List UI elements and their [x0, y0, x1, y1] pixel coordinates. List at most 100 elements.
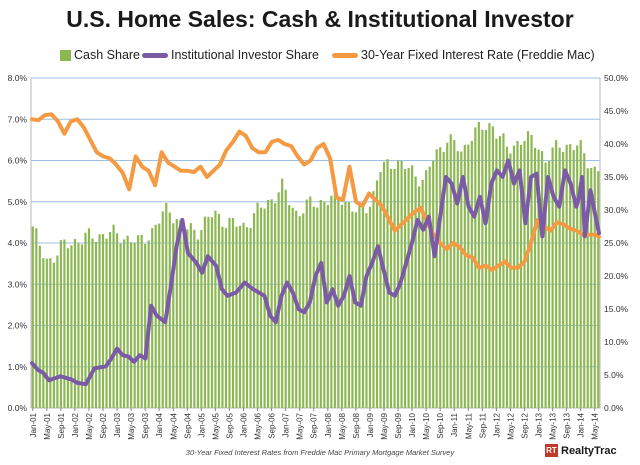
cash-bar: [533, 147, 537, 408]
cash-bar: [484, 130, 487, 409]
x-tick-label: Sep-09: [394, 412, 403, 438]
x-tick-label: Sep-03: [141, 412, 150, 438]
right-tick-label: 45.0%: [604, 106, 629, 116]
cash-bar: [481, 129, 484, 409]
right-tick-label: 40.0%: [604, 139, 629, 149]
cash-bar: [228, 217, 231, 408]
cash-bar: [193, 229, 196, 408]
cash-swatch: [60, 49, 71, 61]
x-tick-label: Jan-12: [492, 412, 501, 437]
cash-bar: [245, 227, 249, 408]
cash-bar: [316, 207, 319, 408]
cash-bar: [498, 136, 502, 409]
cash-bar: [87, 228, 91, 408]
cash-bar: [463, 144, 466, 409]
cash-bar: [558, 147, 561, 409]
cash-bar: [354, 212, 358, 408]
cash-bar: [295, 210, 298, 408]
interest-rate-line: [30, 112, 601, 272]
cash-bar: [49, 258, 52, 408]
legend-item-rate: 30-Year Fixed Interest Rate (Freddie Mac…: [332, 48, 595, 62]
cash-bar: [548, 161, 551, 408]
cash-bar: [540, 151, 544, 408]
cash-bar: [119, 243, 122, 408]
x-tick-label: May-06: [254, 412, 263, 439]
cash-bar: [256, 202, 259, 408]
cash-bar: [224, 228, 228, 408]
cash-bar: [555, 140, 558, 409]
cash-bar: [590, 167, 593, 408]
x-tick-label: Jan-08: [324, 412, 333, 437]
x-tick-label: Sep-11: [478, 412, 487, 438]
cash-bar: [326, 204, 329, 408]
right-tick-label: 15.0%: [604, 304, 629, 314]
left-tick-label: 3.0%: [8, 279, 28, 289]
cash-bar: [52, 262, 55, 408]
cash-bar: [516, 140, 519, 408]
x-tick-label: May-02: [85, 412, 94, 439]
cash-bar: [249, 227, 252, 408]
cash-bar: [151, 228, 154, 408]
series-lines: [30, 112, 601, 387]
cash-bar: [439, 147, 442, 408]
cash-bar: [351, 211, 354, 408]
cash-bar: [161, 211, 164, 408]
x-tick-label: Jan-09: [366, 412, 375, 437]
x-tick-label: Sep-05: [225, 412, 234, 438]
cash-bar: [260, 207, 263, 408]
cash-bar: [505, 146, 509, 409]
left-tick-label: 5.0%: [8, 197, 28, 207]
cash-bar: [242, 222, 245, 408]
cash-bar: [512, 145, 516, 409]
x-tick-label: Jan-13: [535, 412, 544, 437]
cash-bar: [347, 202, 350, 408]
cash-bar: [460, 151, 463, 408]
cash-bar: [140, 234, 143, 408]
cash-bar: [137, 235, 140, 408]
x-axis-ticks: Jan-01 May-01 Sep-01 Jan-02 May-02 Sep-02 Jan-…: [29, 408, 600, 440]
cash-bar: [583, 153, 586, 408]
cash-bar: [312, 206, 315, 408]
cash-bar: [203, 216, 206, 408]
cash-bar: [432, 160, 435, 408]
x-tick-label: Jan-06: [239, 412, 248, 437]
cash-bar: [84, 232, 87, 408]
cash-bar: [115, 233, 119, 408]
cash-bar: [45, 258, 48, 408]
cash-bar: [502, 133, 505, 409]
cash-bar: [231, 217, 235, 408]
legend-item-cash: Cash Share: [60, 48, 140, 62]
cash-bar: [456, 151, 459, 408]
cash-bar: [586, 168, 589, 408]
investor-swatch: [142, 52, 168, 58]
cash-bar: [56, 255, 59, 408]
cash-bar: [407, 167, 410, 408]
cash-bar: [200, 230, 203, 408]
x-tick-label: May-14: [591, 412, 600, 439]
cash-bar: [446, 142, 449, 408]
legend-label-cash: Cash Share: [74, 48, 141, 62]
cash-bar: [210, 217, 214, 408]
left-tick-label: 1.0%: [8, 362, 28, 372]
cash-bar: [94, 241, 98, 408]
cash-bar: [73, 238, 77, 408]
cash-bar: [544, 162, 547, 408]
cash-bar: [77, 243, 80, 408]
cash-bar: [80, 244, 84, 408]
x-tick-label: May-07: [296, 412, 305, 439]
cash-bar: [182, 230, 185, 408]
cash-bar: [453, 139, 456, 408]
cash-bar: [284, 189, 287, 408]
x-tick-label: Sep-06: [268, 412, 277, 438]
right-tick-label: 25.0%: [604, 238, 629, 248]
cash-bar: [238, 225, 242, 408]
cash-bar: [382, 161, 386, 408]
cash-bar: [340, 204, 343, 408]
rate-swatch: [332, 52, 358, 58]
cash-bar: [414, 176, 417, 408]
left-tick-label: 6.0%: [8, 156, 28, 166]
cash-bar: [144, 243, 147, 408]
x-tick-label: Sep-12: [520, 412, 529, 438]
cash-bar: [172, 223, 175, 408]
right-tick-label: 50.0%: [604, 73, 629, 83]
